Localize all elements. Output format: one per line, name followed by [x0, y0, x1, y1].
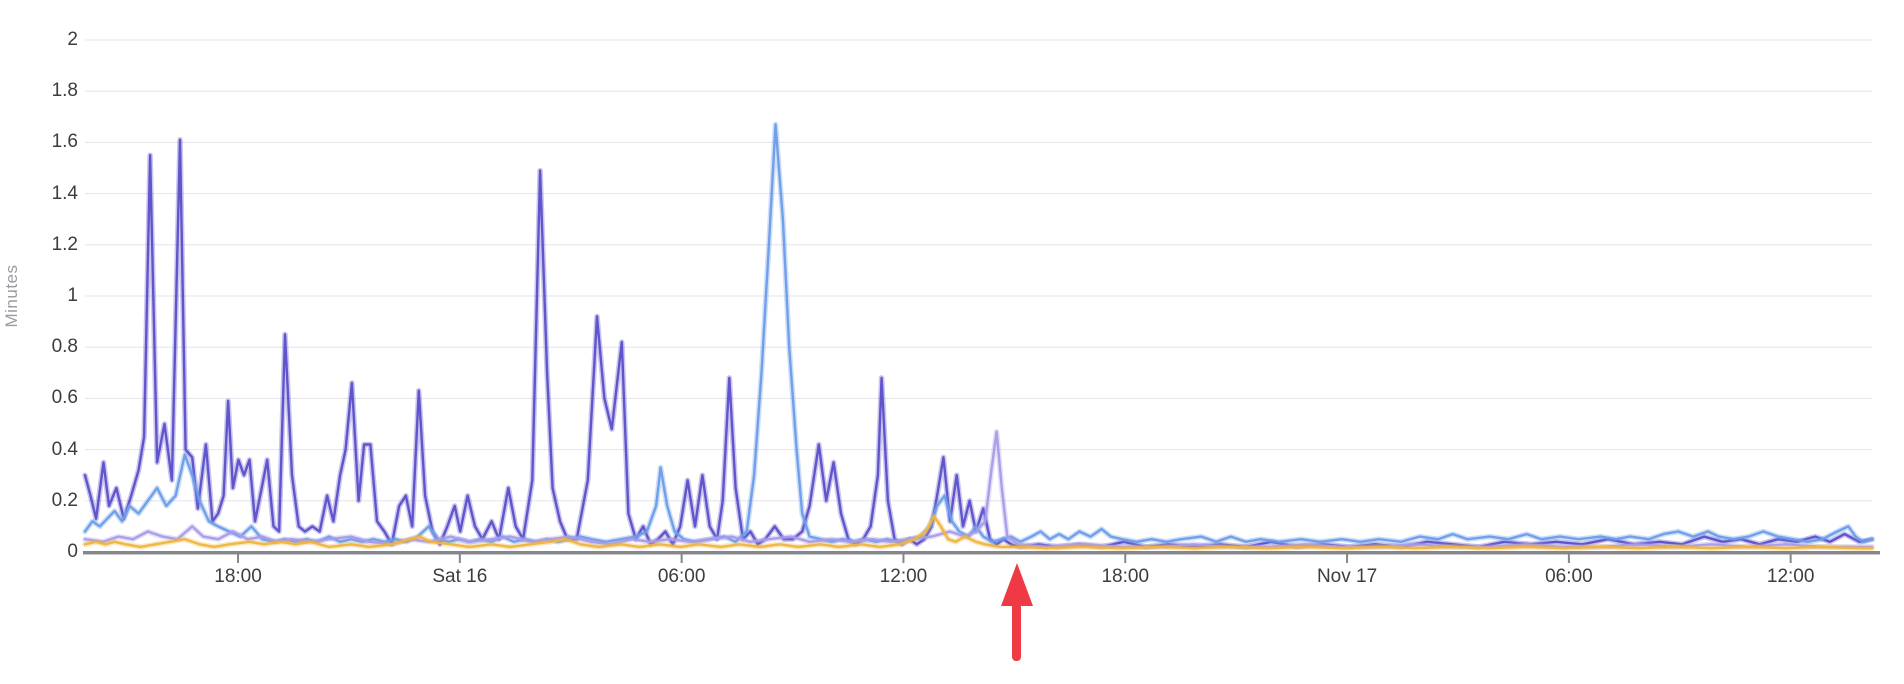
x-axis-tick-label: 12:00 [879, 566, 928, 587]
x-axis-line-shadow [83, 554, 1880, 555]
x-axis-tick-label: 06:00 [1545, 566, 1593, 587]
y-axis-tick-label: 1.2 [51, 233, 78, 255]
y-axis-tick-label: 0 [67, 541, 78, 562]
annotation-arrow-up-icon [999, 563, 1035, 661]
y-axis-tick-label: 2 [67, 29, 78, 50]
y-axis-tick-label: 1.4 [51, 182, 78, 204]
y-axis-tick-label: 0.2 [51, 489, 78, 511]
x-axis-tick-label: Sat 16 [432, 566, 488, 587]
y-axis-tick-label: 0.6 [51, 387, 78, 409]
series-indigo [83, 138, 1874, 549]
x-axis-tick-label: Nov 17 [1316, 566, 1378, 587]
series-amber [83, 515, 1874, 550]
y-axis-tick-label: 0.8 [51, 336, 78, 358]
x-axis-tick-label: 18:00 [1101, 566, 1150, 587]
y-axis-tick-label: 1 [67, 285, 78, 306]
y-axis-tick-labels: 0 0.2 0.4 0.6 0.8 1 1.2 1.4 1.6 1.8 2 [0, 0, 78, 684]
y-axis-tick-label: 1.6 [51, 131, 78, 153]
x-axis-tick-label: 06:00 [657, 566, 706, 587]
y-axis-tick-label: 0.4 [51, 438, 78, 460]
x-axis-tick-label: 12:00 [1766, 566, 1815, 587]
x-axis-tick-label: 18:00 [214, 566, 262, 587]
arrow-head [1000, 563, 1033, 606]
arrow-shaft [1012, 604, 1022, 661]
y-axis-tick-label: 1.8 [51, 80, 78, 102]
x-axis-line [83, 551, 1880, 554]
